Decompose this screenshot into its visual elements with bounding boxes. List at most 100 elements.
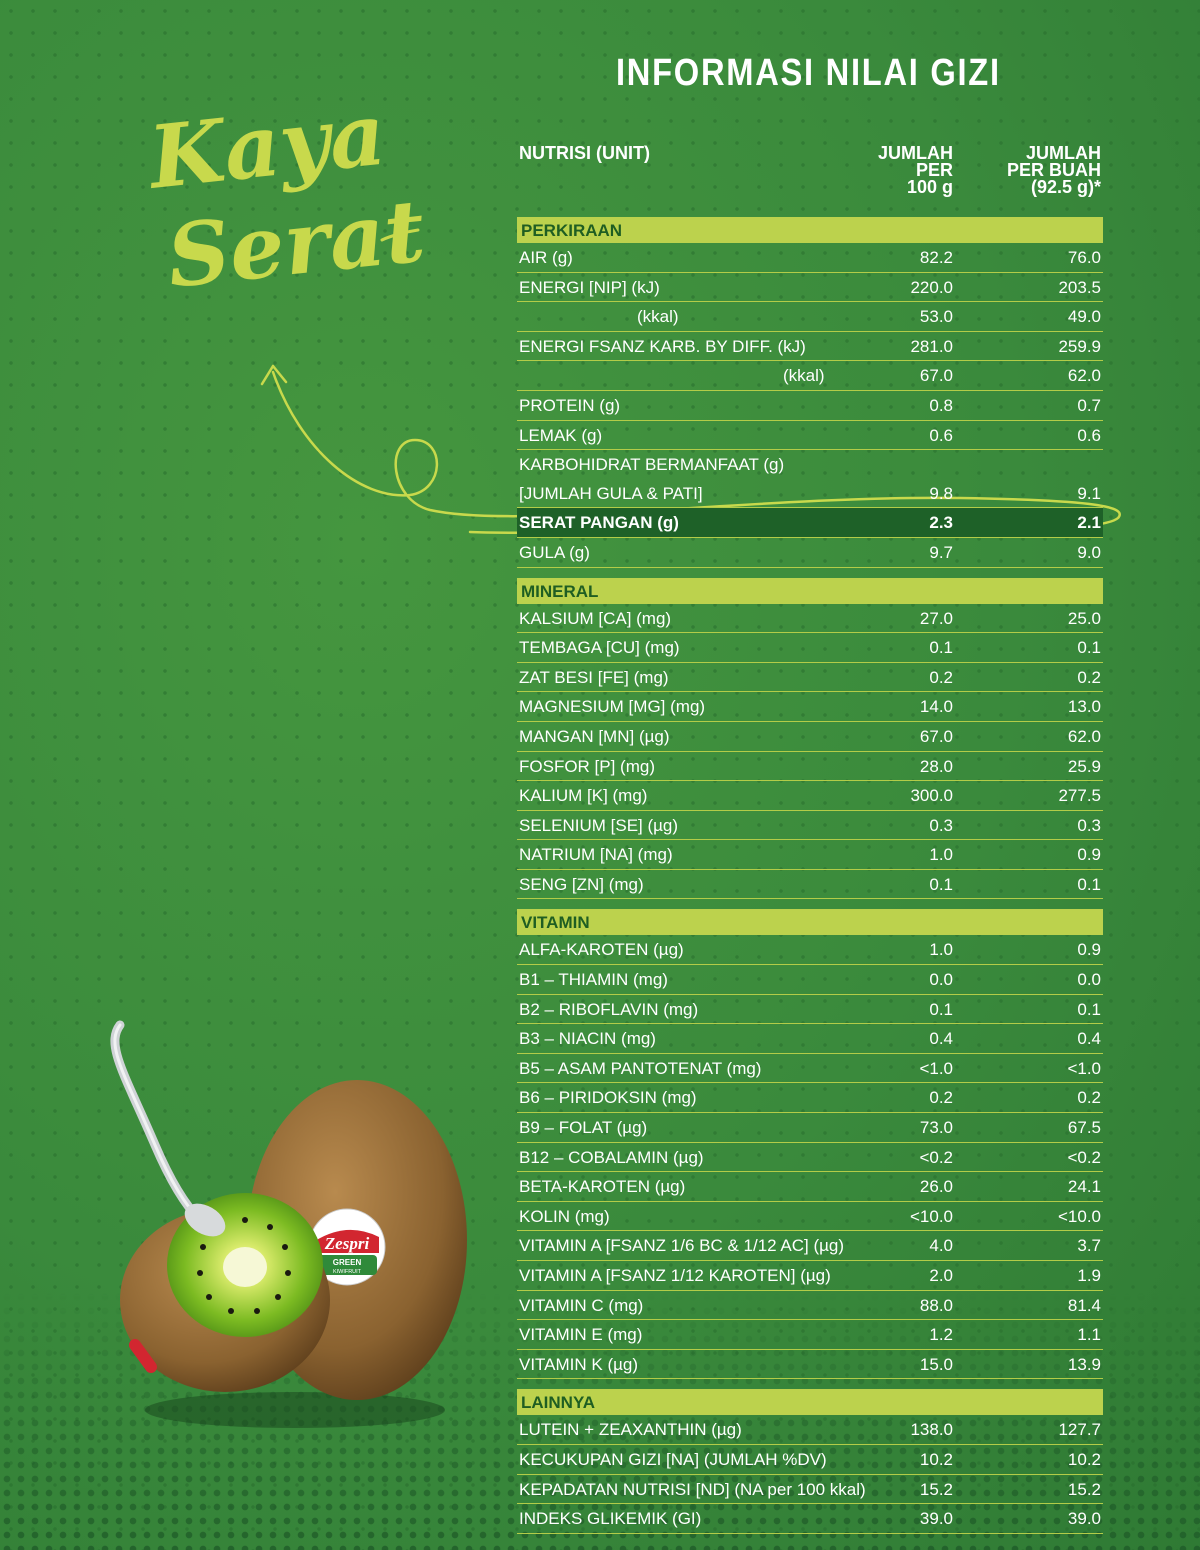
value-per-100g: 0.3 (929, 815, 953, 835)
table-row: ENERGI FSANZ KARB. BY DIFF. (kJ) 281.0 259… (517, 332, 1103, 362)
table-row: ALFA-KAROTEN (µg) 1.0 0.9 (517, 935, 1103, 966)
nutrient-name: INDEKS GLIKEMIK (GI) (519, 1509, 702, 1529)
value-per-fruit: 9.0 (1077, 542, 1101, 562)
value-per-fruit: <1.0 (1067, 1058, 1101, 1078)
column-header-perfruit: JUMLAH PER BUAH (92.5 g)* (1006, 143, 1101, 197)
value-per-100g: 0.1 (929, 638, 953, 658)
table-row: B6 – PIRIDOKSIN (mg) 0.2 0.2 (517, 1083, 1103, 1114)
value-per-100g: 1.0 (929, 940, 953, 960)
value-per-fruit: 10.2 (1067, 1449, 1101, 1469)
table-row: VITAMIN C (mg) 88.0 81.4 (517, 1291, 1103, 1321)
table-row: [JUMLAH GULA & PATI] 9.8 9.1 (517, 479, 1103, 509)
nutrient-name: B9 – FOLAT (µg) (519, 1118, 648, 1138)
nutrient-name: SERAT PANGAN (g) (519, 513, 679, 533)
value-per-100g: 0.6 (929, 425, 953, 445)
value-per-fruit: 0.4 (1077, 1029, 1101, 1049)
column-header-per100: JUMLAH PER 100 g (878, 143, 953, 197)
value-per-100g: 9.8 (929, 483, 953, 503)
table-row: LUTEIN + ZEAXANTHIN (µg) 138.0 127.7 (517, 1415, 1103, 1445)
section-heading: VITAMIN (517, 909, 1103, 936)
table-row: NATRIUM [NA] (mg) 1.0 0.9 (517, 840, 1103, 870)
nutrient-name: (kkal) (637, 307, 679, 327)
value-per-100g: 28.0 (919, 756, 953, 776)
value-per-fruit: 13.9 (1067, 1354, 1101, 1374)
table-row: VITAMIN A [FSANZ 1/12 KAROTEN] (µg) 2.0 1.… (517, 1261, 1103, 1291)
nutrient-name: MAGNESIUM [MG] (mg) (519, 697, 706, 717)
nutrient-name: VITAMIN K (µg) (519, 1354, 639, 1374)
value-per-100g: 15.2 (919, 1479, 953, 1499)
table-row: MANGAN [MN] (µg) 67.0 62.0 (517, 722, 1103, 752)
value-per-fruit: <0.2 (1067, 1147, 1101, 1167)
value-per-fruit: 81.4 (1067, 1295, 1101, 1315)
nutrient-name: TEMBAGA [CU] (mg) (519, 638, 680, 658)
table-row: SENG [ZN] (mg) 0.1 0.1 (517, 870, 1103, 900)
value-per-fruit: 24.1 (1067, 1177, 1101, 1197)
value-per-fruit: 0.7 (1077, 395, 1101, 415)
value-per-100g: <1.0 (919, 1058, 953, 1078)
table-row: B12 – COBALAMIN (µg) <0.2 <0.2 (517, 1143, 1103, 1173)
table-row: KECUKUPAN GIZI [NA] (JUMLAH %DV) 10.2 10.2 (517, 1445, 1103, 1475)
value-per-100g: 53.0 (919, 307, 953, 327)
value-per-fruit: 0.1 (1077, 874, 1101, 894)
value-per-100g: 1.2 (929, 1325, 953, 1345)
value-per-fruit: 2.1 (1077, 513, 1101, 533)
value-per-100g: 10.2 (919, 1449, 953, 1469)
nutrient-name: LEMAK (g) (519, 425, 603, 445)
table-row: KALIUM [K] (mg) 300.0 277.5 (517, 781, 1103, 811)
nutrient-name: VITAMIN E (mg) (519, 1325, 643, 1345)
value-per-fruit: 15.2 (1067, 1479, 1101, 1499)
table-row: KARBOHIDRAT BERMANFAAT (g) (517, 450, 1103, 479)
nutrient-name: AIR (g) (519, 248, 573, 267)
value-per-fruit: 0.9 (1077, 845, 1101, 865)
value-per-fruit: 67.5 (1067, 1118, 1101, 1138)
value-per-fruit: 0.6 (1077, 425, 1101, 445)
value-per-fruit: 277.5 (1058, 786, 1101, 806)
nutrient-name: BETA-KAROTEN (µg) (519, 1177, 686, 1197)
value-per-fruit: 0.2 (1077, 667, 1101, 687)
value-per-fruit: 0.2 (1077, 1088, 1101, 1108)
nutrient-name: B12 – COBALAMIN (µg) (519, 1147, 704, 1167)
value-per-100g: 0.1 (929, 874, 953, 894)
value-per-100g: 15.0 (919, 1354, 953, 1374)
value-per-100g: 14.0 (919, 697, 953, 717)
value-per-fruit: 0.3 (1077, 815, 1101, 835)
value-per-fruit: 62.0 (1067, 366, 1101, 386)
value-per-100g: 9.7 (929, 542, 953, 562)
value-per-fruit: 13.0 (1067, 697, 1101, 717)
kiwi-illustration: Zespri GREEN KIWIFRUIT (110, 1020, 467, 1428)
nutrient-name: KALIUM [K] (mg) (519, 786, 648, 806)
nutrient-name: SELENIUM [SE] (µg) (519, 815, 679, 835)
value-per-100g: 138.0 (910, 1420, 953, 1440)
nutrient-name: VITAMIN A [FSANZ 1/12 KAROTEN] (µg) (519, 1266, 831, 1285)
nutrient-name: B5 – ASAM PANTOTENAT (mg) (519, 1058, 762, 1078)
value-per-100g: 0.2 (929, 1088, 953, 1108)
value-per-100g: 4.0 (929, 1236, 953, 1256)
value-per-100g: 0.2 (929, 667, 953, 687)
table-row: TEMBAGA [CU] (mg) 0.1 0.1 (517, 633, 1103, 663)
value-per-100g: 220.0 (910, 277, 953, 297)
column-header-nutrient: NUTRISI (UNIT) (519, 143, 650, 163)
value-per-100g: 88.0 (919, 1295, 953, 1315)
value-per-100g: 73.0 (919, 1118, 953, 1138)
nutrient-name: VITAMIN A [FSANZ 1/6 BC & 1/12 AC] (µg) (519, 1236, 845, 1256)
nutrient-name: LUTEIN + ZEAXANTHIN (µg) (519, 1420, 742, 1440)
nutrient-name: ZAT BESI [FE] (mg) (519, 667, 669, 687)
section-perkiraan: PERKIRAAN AIR (g) 82.2 76.0 ENERGI [NIP] (k… (517, 217, 1103, 568)
value-per-fruit: 0.1 (1077, 999, 1101, 1019)
value-per-100g: <10.0 (909, 1206, 953, 1226)
nutrition-table: NUTRISI (UNIT) JUMLAH PER 100 g JUMLAH P… (517, 143, 1103, 1534)
value-per-fruit: 1.1 (1077, 1325, 1101, 1345)
table-row: MAGNESIUM [MG] (mg) 14.0 13.0 (517, 692, 1103, 722)
value-per-100g: 281.0 (910, 336, 953, 356)
value-per-100g: 26.0 (919, 1177, 953, 1197)
nutrient-name: KECUKUPAN GIZI [NA] (JUMLAH %DV) (519, 1449, 827, 1469)
value-per-fruit: 3.7 (1077, 1236, 1101, 1256)
page-title: INFORMASI NILAI GIZI (616, 52, 1001, 94)
table-row: B9 – FOLAT (µg) 73.0 67.5 (517, 1113, 1103, 1143)
value-per-100g: 67.0 (919, 366, 953, 386)
value-per-fruit: 1.9 (1077, 1266, 1101, 1285)
section-heading: MINERAL (517, 577, 1103, 604)
table-row: GULA (g) 9.7 9.0 (517, 538, 1103, 568)
value-per-fruit: 9.1 (1077, 483, 1101, 503)
zespri-logo: Zespri GREEN KIWIFRUIT (308, 1208, 386, 1286)
